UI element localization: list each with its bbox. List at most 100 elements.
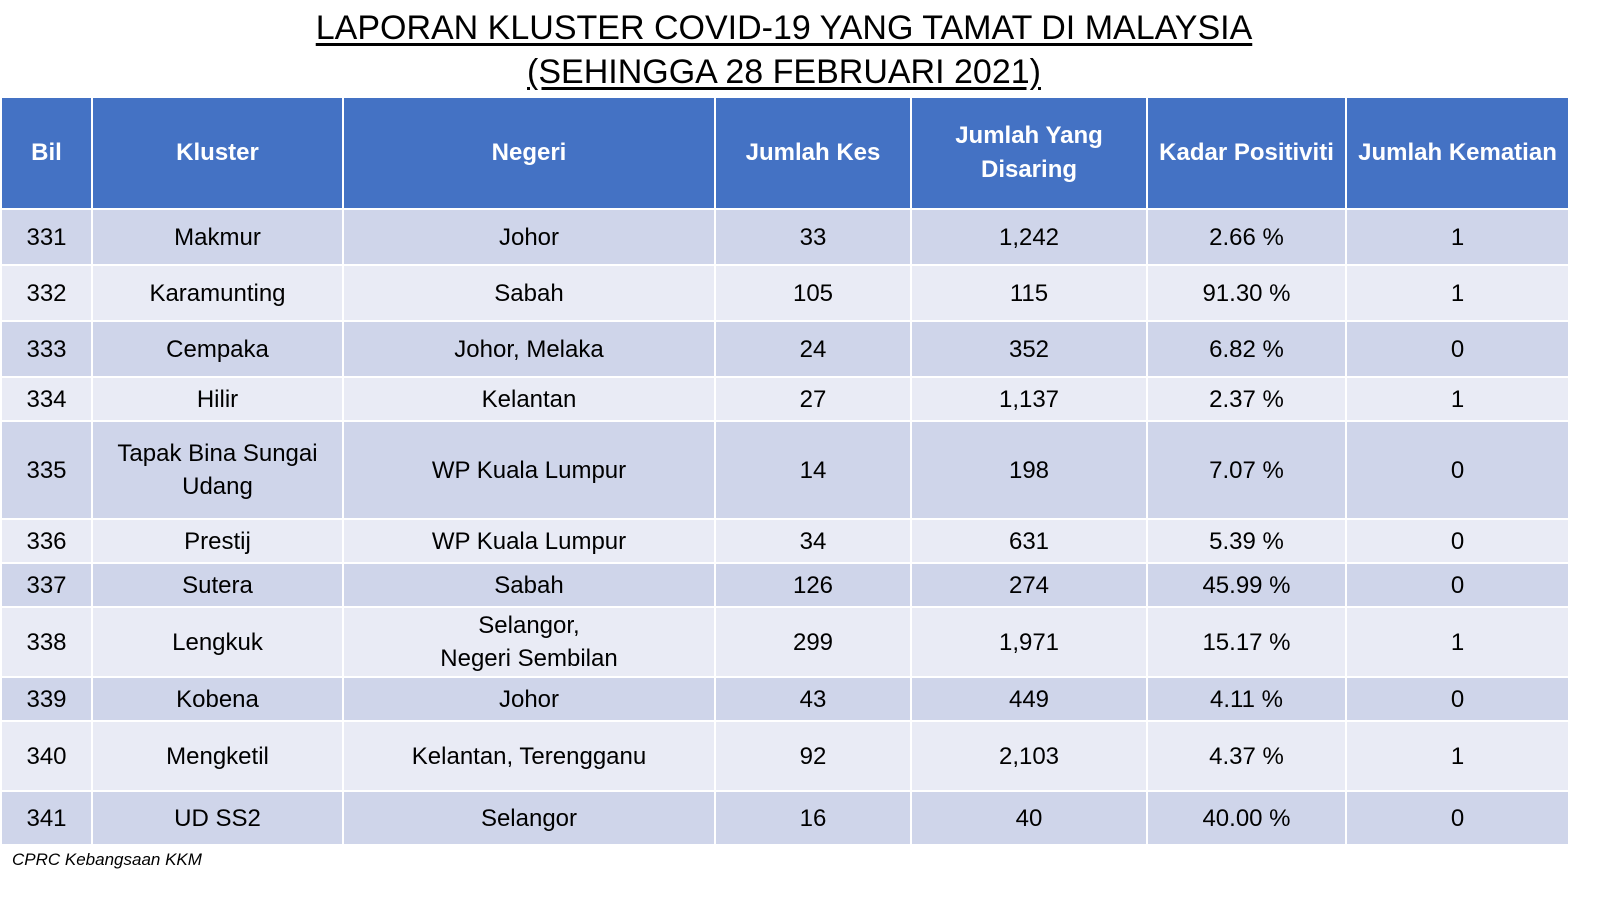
header-row: Bil Kluster Negeri Jumlah Kes Jumlah Yan…: [0, 96, 1570, 210]
header-jumlah-disaring-line1: Jumlah Yang: [955, 122, 1103, 149]
table-row: 338 Lengkuk Selangor, Negeri Sembilan 299 1,9…: [0, 606, 1570, 678]
title-line-2: (SEHINGGA 28 FEBRUARI 2021): [527, 53, 1041, 91]
cell-kluster: Makmur: [91, 208, 344, 266]
cell-kluster: Mengketil: [91, 720, 344, 792]
cell-jumlah-kes: 92: [714, 720, 912, 792]
cell-negeri: WP Kuala Lumpur: [342, 518, 716, 564]
header-kadar-positiviti: Kadar Positiviti: [1146, 96, 1347, 210]
cell-negeri-line2: Negeri Sembilan: [440, 645, 618, 672]
cell-jumlah-disaring: 274: [910, 562, 1148, 608]
cell-negeri: Sabah: [342, 264, 716, 322]
cell-negeri: Kelantan, Terengganu: [342, 720, 716, 792]
cell-jumlah-kes: 34: [714, 518, 912, 564]
header-jumlah-kematian: Jumlah Kematian: [1345, 96, 1570, 210]
cell-jumlah-disaring: 352: [910, 320, 1148, 378]
header-jumlah-disaring: Jumlah Yang Disaring: [910, 96, 1148, 210]
table-header: Bil Kluster Negeri Jumlah Kes Jumlah Yan…: [0, 96, 1570, 210]
cell-jumlah-kes: 43: [714, 676, 912, 722]
header-bil: Bil: [0, 96, 93, 210]
cell-bil: 335: [0, 420, 93, 520]
table-row: 339 Kobena Johor 43 449 4.11 % 0: [0, 676, 1570, 722]
cell-kadar-positiviti: 2.66 %: [1146, 208, 1347, 266]
header-jumlah-disaring-line2: Disaring: [980, 156, 1078, 183]
cell-bil: 332: [0, 264, 93, 322]
cell-negeri: Johor: [342, 208, 716, 266]
cell-jumlah-kes: 24: [714, 320, 912, 378]
cell-jumlah-kematian: 1: [1345, 208, 1570, 266]
cell-kadar-positiviti: 40.00 %: [1146, 790, 1347, 846]
cell-kluster: Sutera: [91, 562, 344, 608]
table-body: 331 Makmur Johor 33 1,242 2.66 % 1 332 Karamunti…: [0, 208, 1570, 846]
cell-jumlah-disaring: 40: [910, 790, 1148, 846]
cell-kadar-positiviti: 5.39 %: [1146, 518, 1347, 564]
cell-kadar-positiviti: 4.37 %: [1146, 720, 1347, 792]
cell-kluster-line2: Udang: [182, 473, 253, 500]
title-line-1: LAPORAN KLUSTER COVID-19 YANG TAMAT DI M…: [315, 9, 1253, 47]
cell-negeri-line1: Selangor,: [478, 612, 580, 639]
cell-jumlah-kematian: 0: [1345, 676, 1570, 722]
cell-jumlah-kes: 14: [714, 420, 912, 520]
cell-jumlah-kes: 16: [714, 790, 912, 846]
report-title: LAPORAN KLUSTER COVID-19 YANG TAMAT DI M…: [0, 6, 1568, 94]
cell-kluster: Hilir: [91, 376, 344, 422]
cell-jumlah-kes: 126: [714, 562, 912, 608]
cell-bil: 338: [0, 606, 93, 678]
header-jumlah-kes: Jumlah Kes: [714, 96, 912, 210]
cell-jumlah-disaring: 198: [910, 420, 1148, 520]
cell-bil: 333: [0, 320, 93, 378]
cell-kadar-positiviti: 91.30 %: [1146, 264, 1347, 322]
cell-negeri: Selangor: [342, 790, 716, 846]
cell-jumlah-kematian: 0: [1345, 518, 1570, 564]
cell-kluster: Prestij: [91, 518, 344, 564]
cell-kluster-line1: Tapak Bina Sungai: [117, 440, 318, 467]
cell-bil: 334: [0, 376, 93, 422]
table-row: 335 Tapak Bina Sungai Udang WP Kuala Lumpur…: [0, 420, 1570, 520]
cell-jumlah-disaring: 449: [910, 676, 1148, 722]
cell-jumlah-kematian: 1: [1345, 720, 1570, 792]
table-row: 331 Makmur Johor 33 1,242 2.66 % 1: [0, 208, 1570, 266]
cell-bil: 339: [0, 676, 93, 722]
header-negeri: Negeri: [342, 96, 716, 210]
table-row: 340 Mengketil Kelantan, Terengganu 92 2,103 4…: [0, 720, 1570, 792]
cell-kadar-positiviti: 6.82 %: [1146, 320, 1347, 378]
cell-negeri: Kelantan: [342, 376, 716, 422]
cell-jumlah-kematian: 1: [1345, 264, 1570, 322]
table-row: 341 UD SS2 Selangor 16 40 40.00 % 0: [0, 790, 1570, 846]
cell-kluster: Lengkuk: [91, 606, 344, 678]
cell-kadar-positiviti: 4.11 %: [1146, 676, 1347, 722]
cell-jumlah-disaring: 1,242: [910, 208, 1148, 266]
cell-negeri: Selangor, Negeri Sembilan: [342, 606, 716, 678]
table-row: 334 Hilir Kelantan 27 1,137 2.37 % 1: [0, 376, 1570, 422]
source-footer: CPRC Kebangsaan KKM: [12, 850, 202, 869]
cell-jumlah-kematian: 1: [1345, 376, 1570, 422]
cell-negeri: Johor: [342, 676, 716, 722]
cell-bil: 341: [0, 790, 93, 846]
cell-bil: 340: [0, 720, 93, 792]
cell-bil: 331: [0, 208, 93, 266]
cell-bil: 336: [0, 518, 93, 564]
table-row: 333 Cempaka Johor, Melaka 24 352 6.82 % 0: [0, 320, 1570, 378]
cluster-table: Bil Kluster Negeri Jumlah Kes Jumlah Yan…: [0, 96, 1570, 846]
cell-jumlah-disaring: 1,971: [910, 606, 1148, 678]
cell-jumlah-kes: 105: [714, 264, 912, 322]
header-kluster: Kluster: [91, 96, 344, 210]
cell-kluster: Cempaka: [91, 320, 344, 378]
cell-jumlah-kematian: 0: [1345, 320, 1570, 378]
cell-jumlah-kes: 27: [714, 376, 912, 422]
cell-kadar-positiviti: 7.07 %: [1146, 420, 1347, 520]
cell-kadar-positiviti: 2.37 %: [1146, 376, 1347, 422]
cell-negeri: WP Kuala Lumpur: [342, 420, 716, 520]
cell-jumlah-kematian: 0: [1345, 562, 1570, 608]
table-row: 336 Prestij WP Kuala Lumpur 34 631 5.39 % 0: [0, 518, 1570, 564]
cell-kluster: Tapak Bina Sungai Udang: [91, 420, 344, 520]
cell-kluster: UD SS2: [91, 790, 344, 846]
cell-jumlah-kematian: 1: [1345, 606, 1570, 678]
cell-jumlah-disaring: 631: [910, 518, 1148, 564]
table-row: 337 Sutera Sabah 126 274 45.99 % 0: [0, 562, 1570, 608]
cell-kluster: Kobena: [91, 676, 344, 722]
cell-negeri: Johor, Melaka: [342, 320, 716, 378]
cell-jumlah-disaring: 1,137: [910, 376, 1148, 422]
cell-jumlah-kes: 299: [714, 606, 912, 678]
cell-kadar-positiviti: 45.99 %: [1146, 562, 1347, 608]
cell-kluster: Karamunting: [91, 264, 344, 322]
